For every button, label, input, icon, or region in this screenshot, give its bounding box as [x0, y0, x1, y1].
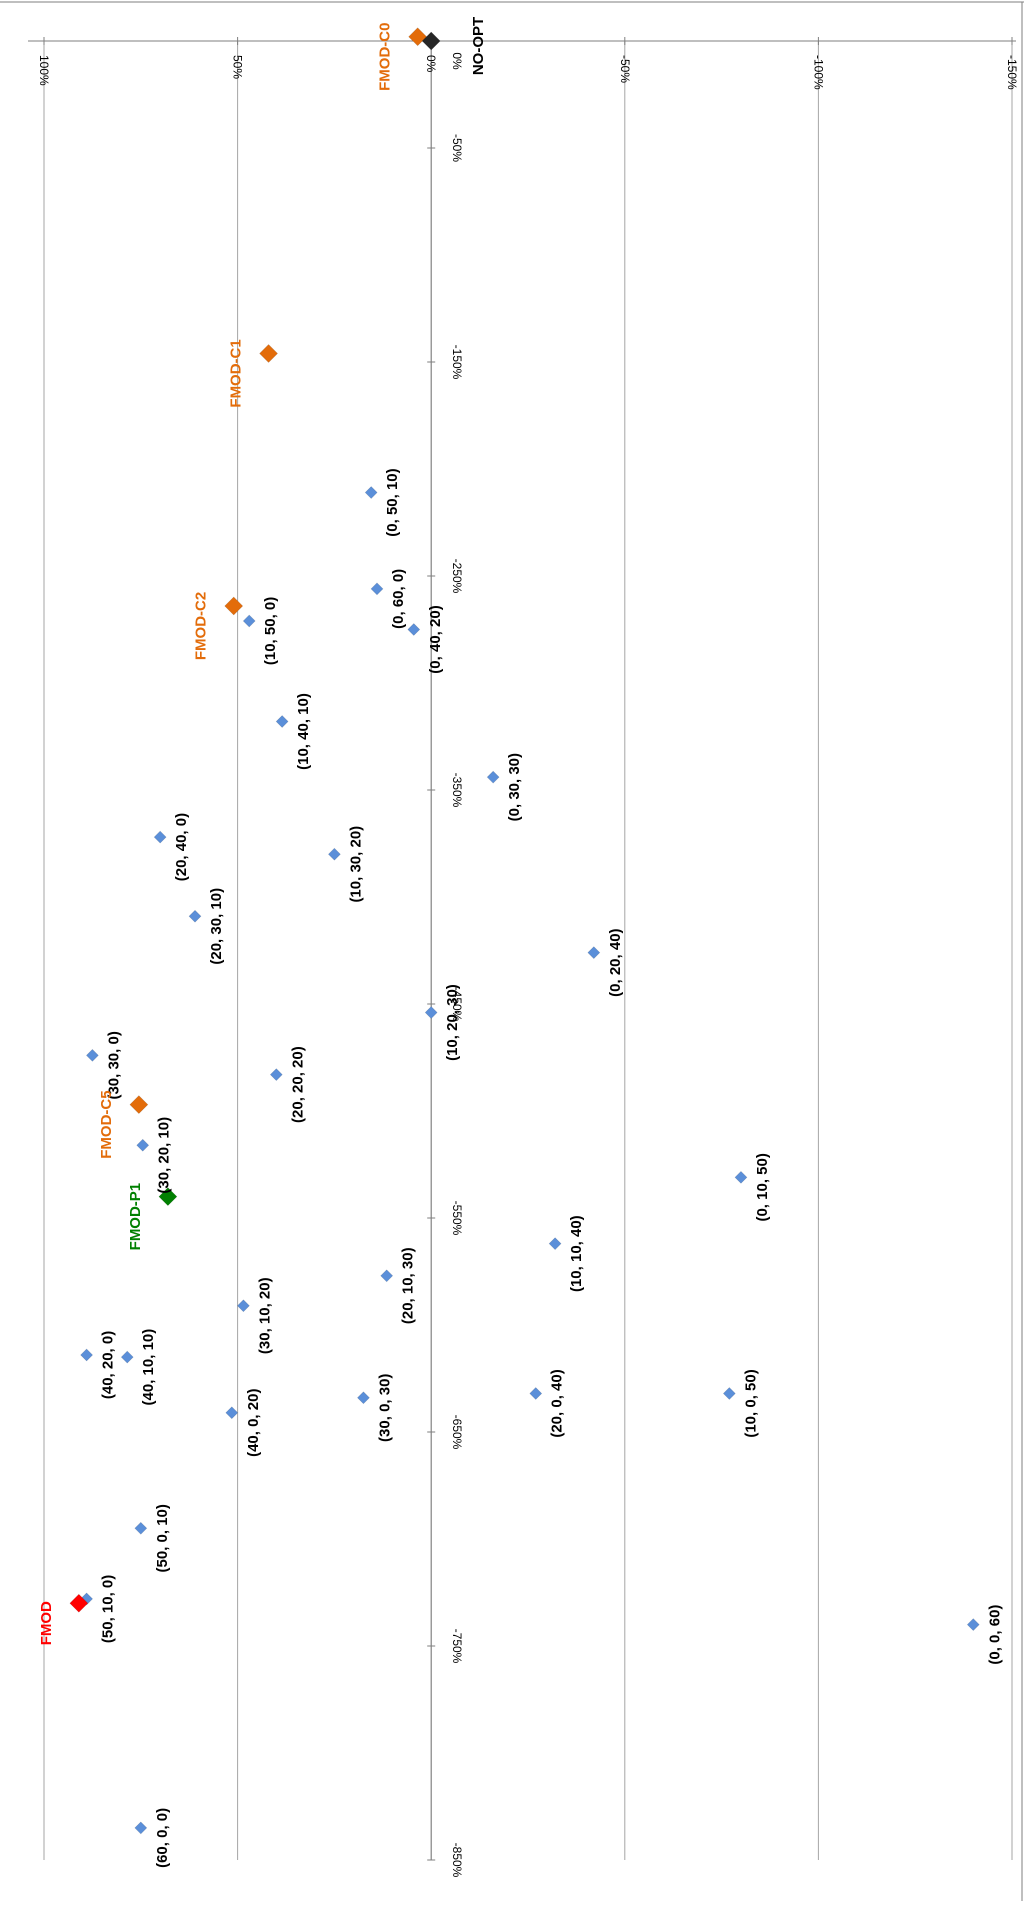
data-label-13: (30, 20, 10) — [156, 1117, 173, 1194]
data-point-1 — [370, 582, 384, 596]
data-label-8: (20, 30, 10) — [208, 888, 225, 965]
data-point-27 — [134, 1821, 148, 1835]
data-label-25: (50, 10, 0) — [100, 1575, 117, 1643]
data-point-9 — [587, 946, 601, 960]
data-label-24: (50, 0, 10) — [154, 1504, 171, 1572]
data-label-9: (0, 20, 40) — [607, 928, 624, 996]
data-point-16 — [380, 1269, 394, 1283]
tick-labels: 100% 50% 0% -50% -100% -150% 0% -50% -150% -250% -… — [37, 52, 1019, 1877]
data-label-5: (0, 30, 30) — [506, 753, 523, 821]
data-point-2 — [407, 623, 421, 636]
data-label-15: (10, 10, 40) — [568, 1215, 585, 1292]
tick-label-x-2: 0% — [424, 55, 438, 73]
data-label-1: (0, 60, 0) — [390, 569, 407, 629]
data-point-5 — [486, 770, 500, 784]
named-point-0 — [408, 27, 428, 47]
data-label-20: (20, 0, 40) — [549, 1369, 566, 1437]
named-label-5: FMOD-P1 — [127, 1183, 144, 1251]
data-label-2: (0, 40, 20) — [427, 605, 444, 673]
tick-label-x-0: 100% — [37, 55, 51, 86]
data-point-10 — [424, 1006, 438, 1019]
data-label-22: (30, 0, 30) — [376, 1374, 393, 1442]
data-point-24 — [134, 1521, 148, 1535]
data-point-12 — [269, 1068, 283, 1082]
data-point-19 — [120, 1350, 134, 1364]
data-label-12: (20, 20, 20) — [289, 1046, 306, 1123]
data-label-16: (20, 10, 30) — [400, 1247, 417, 1324]
tick-label-y-0: 0% — [450, 52, 464, 70]
named-label-1: NO-OPT — [470, 17, 487, 75]
tick-label-x-1: 50% — [231, 55, 245, 79]
named-point-2 — [259, 344, 279, 363]
data-point-26 — [966, 1618, 980, 1632]
tick-label-x-5: -150% — [1005, 55, 1019, 90]
data-label-11: (30, 30, 0) — [105, 1031, 122, 1099]
tick-label-y-4: -350% — [450, 773, 464, 808]
data-point-11 — [85, 1048, 99, 1062]
data-label-17: (30, 10, 20) — [256, 1277, 273, 1354]
data-point-8 — [188, 909, 202, 923]
data-label-10: (10, 20, 30) — [444, 984, 461, 1061]
tick-label-y-7: -650% — [450, 1415, 464, 1450]
tick-label-y-6: -550% — [450, 1201, 464, 1236]
named-point-3 — [224, 596, 244, 616]
data-point-14 — [734, 1170, 748, 1184]
data-labels: (0, 50, 10) (0, 60, 0) (0, 40, 20) (10, 50,… — [38, 17, 1003, 1868]
data-point-23 — [225, 1406, 239, 1420]
tick-label-y-5: -450% — [450, 987, 464, 1022]
named-point-6 — [69, 1593, 89, 1613]
data-point-7 — [327, 847, 341, 861]
tick-label-x-3: -50% — [618, 55, 632, 83]
data-point-13 — [136, 1138, 150, 1152]
tick-label-y-9: -850% — [450, 1843, 464, 1878]
data-point-4 — [275, 715, 289, 728]
data-label-26: (0, 0, 60) — [986, 1605, 1003, 1665]
data-point-20 — [529, 1387, 543, 1400]
data-points — [69, 27, 980, 1835]
tick-label-y-2: -150% — [450, 345, 464, 380]
data-label-19: (40, 10, 10) — [140, 1329, 157, 1406]
data-label-14: (0, 10, 50) — [754, 1153, 771, 1221]
data-point-22 — [357, 1391, 370, 1405]
tick-label-y-3: -250% — [450, 559, 464, 594]
data-point-3 — [242, 614, 256, 628]
named-point-1 — [421, 31, 441, 51]
data-label-18: (40, 20, 0) — [100, 1331, 117, 1399]
tick-label-x-4: -100% — [811, 55, 825, 90]
data-label-6: (20, 40, 0) — [173, 813, 190, 881]
named-label-2: FMOD-C1 — [228, 339, 245, 407]
named-label-4: FMOD-C5 — [98, 1090, 115, 1158]
data-label-21: (10, 0, 50) — [742, 1369, 759, 1437]
data-point-6 — [153, 830, 167, 844]
named-label-0: FMOD-C0 — [377, 23, 394, 91]
data-point-0 — [364, 486, 378, 499]
named-label-3: FMOD-C2 — [193, 592, 210, 660]
data-label-4: (10, 40, 10) — [295, 693, 312, 770]
data-point-21 — [722, 1387, 736, 1400]
data-label-27: (60, 0, 0) — [154, 1808, 171, 1868]
data-label-3: (10, 50, 0) — [262, 597, 279, 665]
data-point-15 — [548, 1237, 562, 1251]
named-label-6: FMOD — [38, 1601, 55, 1645]
data-label-23: (40, 0, 20) — [245, 1389, 262, 1457]
named-point-4 — [129, 1095, 149, 1115]
data-label-0: (0, 50, 10) — [384, 468, 401, 536]
data-point-18 — [80, 1348, 94, 1362]
named-point-5 — [158, 1187, 178, 1207]
tick-label-y-8: -750% — [450, 1629, 464, 1664]
data-label-7: (10, 30, 20) — [347, 826, 364, 903]
tick-label-y-1: -50% — [450, 134, 464, 162]
data-point-17 — [236, 1299, 250, 1313]
